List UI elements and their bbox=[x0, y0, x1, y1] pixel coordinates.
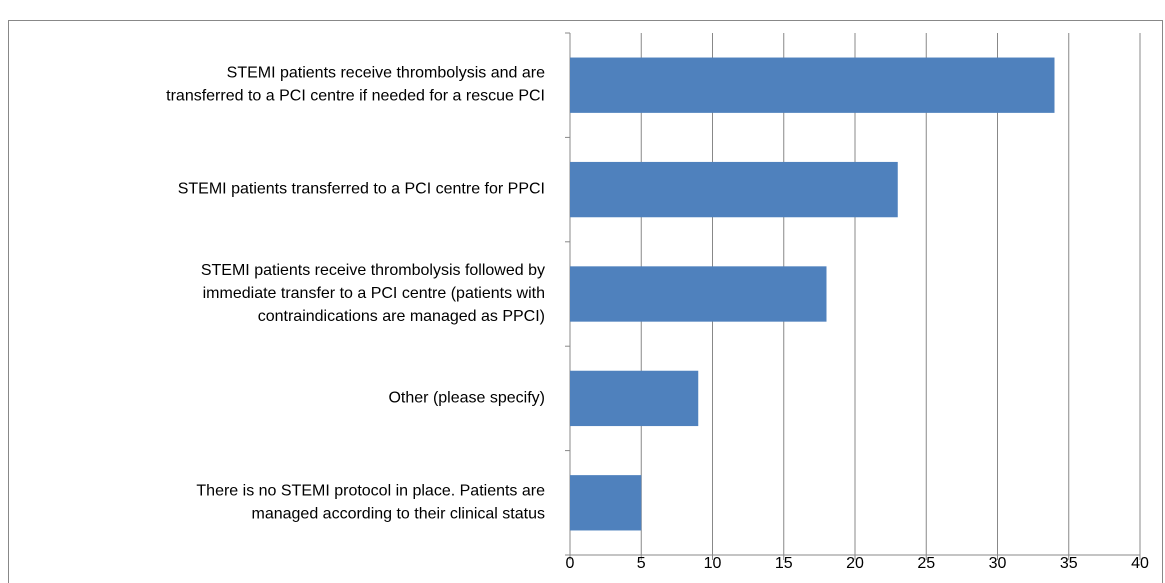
y-tick-label: Other (please specify) bbox=[388, 390, 545, 407]
bar bbox=[570, 370, 699, 427]
bar bbox=[570, 161, 898, 218]
label-line: managed according to their clinical stat… bbox=[252, 506, 546, 523]
x-tick-label: 10 bbox=[704, 555, 722, 572]
x-tick-label: 15 bbox=[775, 555, 793, 572]
y-tick-label: STEMI patients receive thrombolysis and … bbox=[166, 65, 545, 105]
x-tick-label: 30 bbox=[989, 555, 1007, 572]
label-line: STEMI patients receive thrombolysis and … bbox=[227, 65, 545, 82]
x-tick-label: 5 bbox=[637, 555, 646, 572]
label-line: Other (please specify) bbox=[388, 390, 545, 407]
label-line: There is no STEMI protocol in place. Pat… bbox=[196, 483, 545, 500]
y-tick-label: STEMI patients transferred to a PCI cent… bbox=[178, 181, 545, 198]
x-tick-label: 40 bbox=[1131, 555, 1149, 572]
label-line: immediate transfer to a PCI centre (pati… bbox=[203, 285, 545, 302]
label-line: transferred to a PCI centre if needed fo… bbox=[166, 88, 545, 105]
label-line: STEMI patients transferred to a PCI cent… bbox=[178, 181, 545, 198]
label-line: STEMI patients receive thrombolysis foll… bbox=[201, 262, 545, 279]
y-tick-label: There is no STEMI protocol in place. Pat… bbox=[196, 483, 545, 523]
x-tick-label: 25 bbox=[917, 555, 935, 572]
x-tick-label: 0 bbox=[566, 555, 575, 572]
y-tick-label: STEMI patients receive thrombolysis foll… bbox=[201, 262, 545, 325]
label-line: contraindications are managed as PPCI) bbox=[258, 308, 545, 325]
bar bbox=[570, 475, 642, 531]
bar bbox=[570, 266, 827, 322]
x-tick-label: 20 bbox=[846, 555, 864, 572]
bar bbox=[570, 57, 1055, 113]
x-tick-label: 35 bbox=[1060, 555, 1078, 572]
